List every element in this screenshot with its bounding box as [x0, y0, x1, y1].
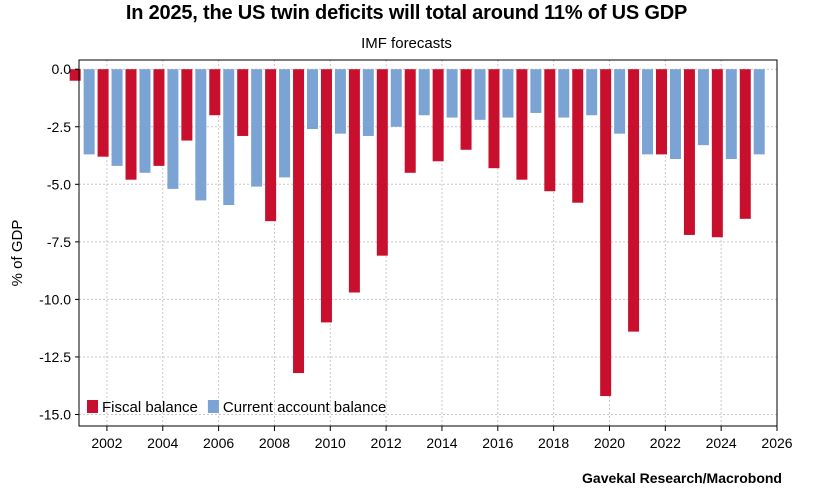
current-account-bar — [586, 69, 598, 116]
fiscal-balance-bar — [739, 69, 751, 219]
fiscal-balance-bar — [711, 69, 723, 238]
fiscal-balance-bar — [460, 69, 472, 150]
legend-label: Fiscal balance — [102, 399, 198, 416]
source-credit: Gavekal Research/Macrobond — [582, 470, 782, 486]
fiscal-balance-bar — [404, 69, 416, 173]
ticks-layer: 0.0 -2.5 -5.0 -7.5 -10.0 -12.5 -15.0 2002 2004 20… — [39, 61, 793, 451]
x-tick-label: 2020 — [594, 435, 625, 451]
plot-frame — [78, 59, 778, 427]
y-tick-label: -15.0 — [39, 406, 71, 422]
x-tick-label: 2016 — [482, 435, 513, 451]
current-account-bar — [725, 69, 737, 159]
current-account-bar — [753, 69, 765, 155]
legend-swatch — [87, 400, 98, 413]
current-account-bar — [614, 69, 626, 134]
legend: Fiscal balance Current account balance — [87, 399, 386, 416]
current-account-bar — [390, 69, 402, 127]
chart-subtitle: IMF forecasts — [361, 35, 452, 52]
y-tick-label: -12.5 — [39, 349, 71, 365]
fiscal-balance-bar — [516, 69, 528, 180]
fiscal-balance-bar — [488, 69, 500, 169]
fiscal-balance-bar — [544, 69, 556, 192]
current-account-bar — [223, 69, 235, 206]
x-tick-label: 2022 — [650, 435, 681, 451]
fiscal-balance-bar — [293, 69, 305, 374]
legend-swatch — [207, 400, 219, 413]
current-account-bar — [167, 69, 179, 189]
x-tick-label: 2008 — [259, 435, 290, 451]
x-tick-label: 2014 — [426, 435, 457, 451]
fiscal-balance-bar — [97, 69, 109, 157]
legend-label: Current account balance — [223, 399, 386, 416]
fiscal-balance-bar — [656, 69, 668, 155]
x-tick-label: 2004 — [147, 435, 178, 451]
current-account-bar — [279, 69, 291, 178]
fiscal-balance-bar — [69, 69, 81, 81]
fiscal-balance-bar — [432, 69, 444, 162]
current-account-bar — [111, 69, 123, 166]
current-account-bar — [362, 69, 374, 136]
current-account-bar — [502, 69, 514, 118]
y-axis-label: % of GDP — [9, 220, 26, 287]
y-tick-label: -7.5 — [47, 234, 71, 250]
fiscal-balance-bar — [600, 69, 612, 397]
x-tick-label: 2012 — [371, 435, 402, 451]
current-account-bar — [195, 69, 207, 201]
x-tick-label: 2018 — [538, 435, 569, 451]
current-account-bar — [418, 69, 430, 116]
fiscal-balance-bar — [265, 69, 277, 222]
current-account-bar — [251, 69, 263, 187]
current-account-bar — [697, 69, 709, 146]
fiscal-balance-bar — [348, 69, 360, 293]
fiscal-balance-bar — [181, 69, 193, 141]
current-account-bar — [139, 69, 151, 173]
current-account-bar — [669, 69, 681, 159]
fiscal-balance-bar — [683, 69, 695, 235]
bars-layer — [69, 69, 765, 397]
fiscal-balance-bar — [153, 69, 165, 166]
current-account-bar — [307, 69, 319, 130]
chart-title: In 2025, the US twin deficits will total… — [125, 2, 688, 24]
fiscal-balance-bar — [237, 69, 249, 136]
fiscal-balance-bar — [320, 69, 332, 323]
fiscal-balance-bar — [209, 69, 221, 116]
x-tick-label: 2026 — [761, 435, 792, 451]
x-tick-label: 2010 — [315, 435, 346, 451]
current-account-bar — [334, 69, 346, 134]
y-tick-label: -10.0 — [39, 291, 71, 307]
x-tick-label: 2002 — [91, 435, 122, 451]
fiscal-balance-bar — [376, 69, 388, 256]
fiscal-balance-bar — [628, 69, 640, 332]
y-tick-label: -5.0 — [47, 176, 71, 192]
fiscal-balance-bar — [125, 69, 137, 180]
x-tick-label: 2006 — [203, 435, 234, 451]
current-account-bar — [474, 69, 486, 120]
current-account-bar — [642, 69, 654, 155]
current-account-bar — [83, 69, 95, 155]
y-tick-label: -2.5 — [47, 119, 71, 135]
y-tick-label: 0.0 — [52, 61, 72, 77]
fiscal-balance-bar — [572, 69, 584, 203]
current-account-bar — [530, 69, 542, 113]
x-tick-label: 2024 — [706, 435, 737, 451]
current-account-bar — [446, 69, 458, 118]
current-account-bar — [558, 69, 570, 118]
